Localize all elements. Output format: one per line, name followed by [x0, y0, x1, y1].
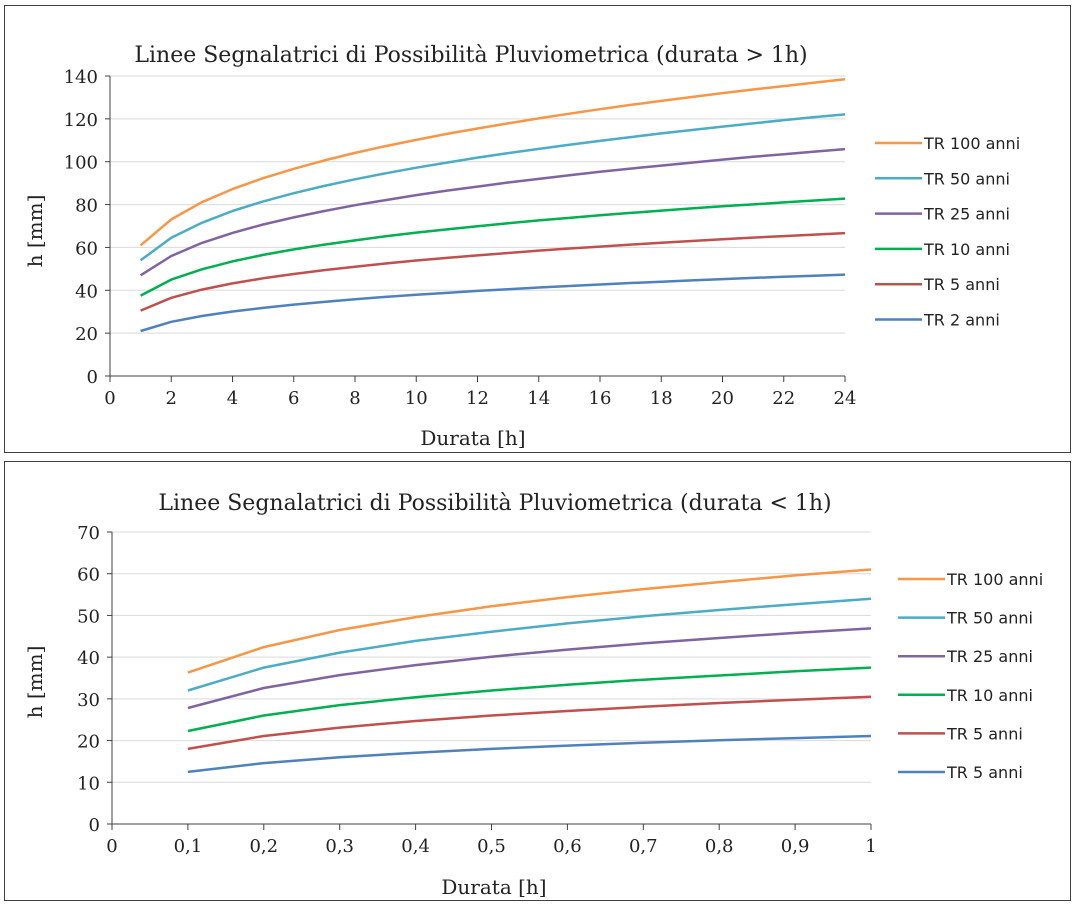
legend-label: TR 5 anni: [946, 724, 1023, 743]
series-lines: [187, 568, 872, 774]
x-tick-label: 2: [166, 388, 177, 409]
y-tick-label: 60: [77, 565, 100, 586]
legend-label: TR 50 anni: [923, 169, 1010, 188]
chart-title: Linee Segnalatrici di Possibilità Pluvio…: [134, 43, 807, 68]
x-tick-label: 18: [650, 388, 673, 409]
x-tick-label: 16: [589, 388, 612, 409]
legend-label: TR 25 anni: [946, 647, 1033, 666]
y-tick-label: 50: [77, 606, 100, 627]
legend-label: TR 10 anni: [923, 240, 1010, 259]
tick-labels: 0 10 20 30 40 50 60 70 0 0,1 0,2 0,3 0,4 0,5 0,6 0,7 0,8…: [77, 523, 877, 857]
x-tick-label: 1: [865, 836, 876, 857]
y-tick-label: 60: [75, 238, 98, 259]
x-tick-label: 6: [288, 388, 299, 409]
x-tick-label: 0,9: [781, 836, 810, 857]
x-tick-label: 0: [106, 836, 117, 857]
axes: [107, 531, 872, 830]
x-tick-label: 0,8: [705, 836, 734, 857]
series-line: [187, 597, 872, 692]
y-tick-label: 20: [75, 324, 98, 345]
axes: [105, 75, 846, 382]
x-tick-label: 8: [349, 388, 360, 409]
series-line: [187, 568, 872, 674]
chart-panel-long-duration: Linee Segnalatrici di Possibilità Pluvio…: [4, 5, 1071, 453]
legend-label: TR 5 anni: [946, 763, 1023, 782]
line-chart-short-duration: Linee Segnalatrici di Possibilità Pluvio…: [23, 491, 1043, 899]
series-line: [140, 197, 846, 297]
series-line: [187, 695, 872, 751]
y-tick-label: 0: [89, 815, 100, 836]
series-lines: [139, 77, 846, 333]
y-tick-label: 10: [77, 773, 100, 794]
x-tick-label: 4: [227, 388, 238, 409]
legend-label: TR 100 anni: [946, 570, 1043, 589]
x-tick-label: 20: [711, 388, 734, 409]
x-tick-label: 0,7: [629, 836, 658, 857]
y-axis-label: h [mm]: [23, 195, 47, 268]
legend: TR 100 anni TR 50 anni TR 25 anni TR 10 ann…: [875, 134, 1020, 330]
y-tick-label: 20: [77, 732, 100, 753]
series-line: [139, 113, 846, 262]
x-tick-label: 0,4: [401, 836, 430, 857]
x-tick-label: 14: [527, 388, 550, 409]
chart-title: Linee Segnalatrici di Possibilità Pluvio…: [158, 491, 831, 516]
y-tick-label: 40: [75, 281, 98, 302]
legend-label: TR 5 anni: [923, 275, 1000, 294]
x-axis-label: Durata [h]: [441, 875, 546, 899]
gridlines: [110, 75, 845, 334]
x-tick-label: 0,2: [249, 836, 278, 857]
line-chart-long-duration: Linee Segnalatrici di Possibilità Pluvio…: [23, 43, 1020, 450]
x-tick-label: 10: [405, 388, 428, 409]
y-tick-label: 40: [77, 648, 100, 669]
y-tick-label: 120: [64, 110, 98, 131]
x-axis-label: Durata [h]: [420, 426, 525, 450]
x-tick-label: 22: [772, 388, 795, 409]
series-line: [187, 666, 872, 733]
legend-label: TR 2 anni: [923, 311, 1000, 330]
series-line: [187, 627, 872, 710]
legend-label: TR 10 anni: [946, 686, 1033, 705]
series-line: [187, 734, 872, 774]
series-line: [139, 147, 846, 277]
series-line: [139, 77, 846, 247]
x-tick-label: 0,1: [174, 836, 203, 857]
x-tick-label: 24: [834, 388, 857, 409]
y-tick-label: 80: [75, 196, 98, 217]
x-tick-label: 0,3: [325, 836, 354, 857]
series-line: [140, 273, 846, 333]
legend: TR 100 anni TR 50 anni TR 25 anni TR 10 ann…: [898, 570, 1043, 782]
x-tick-label: 0,6: [553, 836, 582, 857]
legend-label: TR 50 anni: [946, 609, 1033, 628]
x-tick-label: 12: [466, 388, 489, 409]
y-tick-label: 100: [64, 153, 98, 174]
y-tick-label: 70: [77, 523, 100, 544]
x-tick-label: 0,5: [477, 836, 506, 857]
series-line: [140, 231, 846, 312]
y-tick-label: 140: [64, 67, 98, 88]
y-tick-label: 30: [77, 690, 100, 711]
y-tick-label: 0: [87, 367, 98, 388]
chart-panel-short-duration: Linee Segnalatrici di Possibilità Pluvio…: [4, 461, 1071, 901]
x-tick-label: 0: [104, 388, 115, 409]
legend-label: TR 100 anni: [923, 134, 1020, 153]
y-axis-label: h [mm]: [23, 646, 47, 719]
legend-label: TR 25 anni: [923, 205, 1010, 224]
